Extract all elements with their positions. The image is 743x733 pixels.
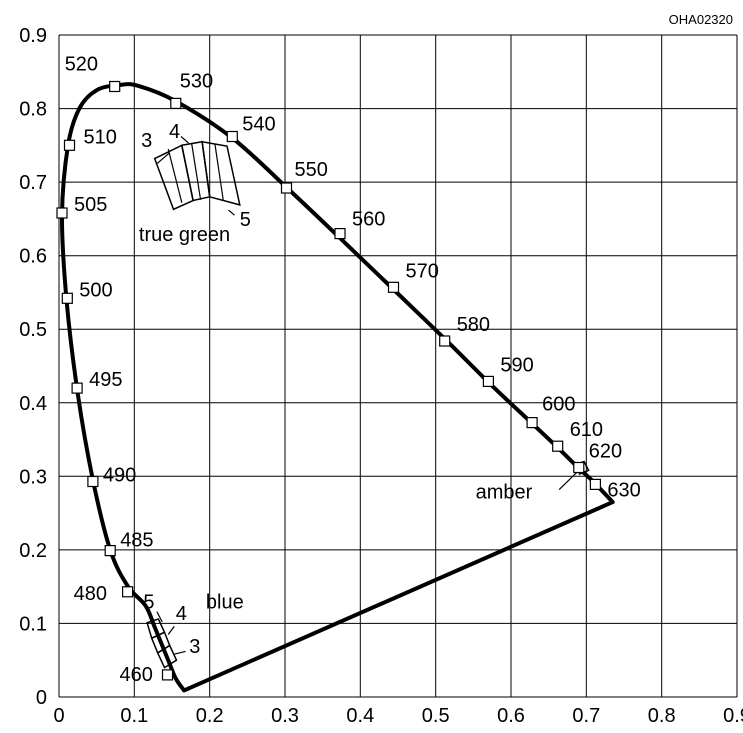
wavelength-label-550: 550 xyxy=(295,159,328,181)
leader-line-3 xyxy=(156,611,163,623)
wavelength-label-500: 500 xyxy=(79,279,112,301)
wavelength-label-520: 520 xyxy=(65,54,98,76)
wavelength-marker-500 xyxy=(61,292,73,304)
wavelength-label-495: 495 xyxy=(89,369,122,391)
y-tick-label: 0.6 xyxy=(19,246,47,268)
wavelength-label-510: 510 xyxy=(84,126,117,148)
green-bin-5 xyxy=(201,140,241,206)
x-tick-label: 0.6 xyxy=(497,705,525,727)
wavelength-marker-630 xyxy=(589,478,602,490)
leader-line-4 xyxy=(167,626,175,635)
purple-line xyxy=(182,500,615,693)
leader-line-2 xyxy=(228,209,235,216)
wavelength-marker-560 xyxy=(334,228,346,240)
grid-lines xyxy=(58,34,738,698)
wavelength-marker-610 xyxy=(552,440,564,452)
wavelength-label-460: 460 xyxy=(120,664,153,686)
wavelength-label-600: 600 xyxy=(542,394,575,416)
wavelength-label-490: 490 xyxy=(103,465,136,487)
wavelength-label-570: 570 xyxy=(406,260,439,282)
x-tick-label: 0.4 xyxy=(346,705,374,727)
true-green-label: true green xyxy=(139,224,230,246)
y-tick-label: 0.1 xyxy=(19,613,47,635)
green-bin-3-label: 3 xyxy=(141,130,152,152)
y-tick-label: 0.8 xyxy=(19,99,47,121)
wavelength-label-505: 505 xyxy=(74,194,107,216)
leader-line-6 xyxy=(558,469,580,491)
green-bin-divider-1 xyxy=(191,143,202,200)
x-tick-label: 0.1 xyxy=(120,705,148,727)
x-tick-label: 0.7 xyxy=(572,705,600,727)
x-tick-label: 0.9 xyxy=(723,705,743,727)
y-tick-label: 0 xyxy=(36,687,47,709)
wavelength-marker-530 xyxy=(170,97,182,110)
y-tick-label: 0.9 xyxy=(19,25,47,47)
x-tick-label: 0.3 xyxy=(271,705,299,727)
wavelength-marker-510 xyxy=(63,139,76,151)
x-tick-label: 0.2 xyxy=(196,705,224,727)
wavelength-label-630: 630 xyxy=(607,479,640,501)
y-tick-label: 0.7 xyxy=(19,172,47,194)
wavelength-marker-620 xyxy=(573,461,585,474)
wavelength-label-560: 560 xyxy=(352,209,385,231)
wavelength-label-485: 485 xyxy=(120,530,153,552)
amber-label: amber xyxy=(476,481,533,503)
wavelength-label-580: 580 xyxy=(457,314,490,336)
wavelength-marker-550 xyxy=(280,182,293,194)
wavelength-marker-485 xyxy=(104,544,116,557)
y-tick-label: 0.4 xyxy=(19,393,47,415)
wavelength-marker-580 xyxy=(439,335,451,347)
y-tick-label: 0.5 xyxy=(19,319,47,341)
y-tick-label: 0.2 xyxy=(19,540,47,562)
blue-label: blue xyxy=(206,592,244,614)
green-bin-divider-2 xyxy=(214,143,224,200)
wavelength-label-540: 540 xyxy=(242,114,275,136)
wavelength-marker-505 xyxy=(56,207,68,219)
wavelength-marker-520 xyxy=(109,80,121,93)
chart-labels: 0 0.1 0.2 0.3 0.4 0.5 0.6 0.7 0.8 0.9 0 0.1 0.2 0.3 0.… xyxy=(19,12,743,727)
wavelength-marker-600 xyxy=(526,417,538,429)
wavelength-marker-490 xyxy=(87,475,99,488)
wavelength-marker-540 xyxy=(226,130,238,143)
wavelength-label-590: 590 xyxy=(500,354,533,376)
wavelength-marker-460 xyxy=(161,669,174,681)
leader-line-1 xyxy=(180,136,189,144)
figure-id-code: OHA02320 xyxy=(669,12,733,27)
leader-line-0 xyxy=(156,152,171,165)
blue-bin-5 xyxy=(146,618,166,640)
blue-bin-3-label: 3 xyxy=(189,636,200,658)
wavelength-marker-570 xyxy=(387,281,400,293)
wavelength-marker-590 xyxy=(482,375,494,387)
y-tick-label: 0.3 xyxy=(19,466,47,488)
wavelength-marker-480 xyxy=(121,586,134,598)
green-bin-3 xyxy=(153,144,194,211)
x-tick-label: 0.8 xyxy=(648,705,676,727)
blue-bin-5-label: 5 xyxy=(143,592,154,614)
wavelength-label-610: 610 xyxy=(570,419,603,441)
wavelength-label-620: 620 xyxy=(589,441,622,463)
x-tick-label: 0 xyxy=(53,705,64,727)
wavelength-label-530: 530 xyxy=(180,70,213,92)
blue-bin-4-label: 4 xyxy=(176,603,187,625)
x-tick-label: 0.5 xyxy=(422,705,450,727)
green-bin-4-label: 4 xyxy=(169,121,180,143)
green-bin-5-label: 5 xyxy=(240,209,251,231)
green-bin-divider-0 xyxy=(167,148,183,203)
wavelength-marker-495 xyxy=(71,382,83,394)
leader-line-5 xyxy=(173,650,186,655)
wavelength-label-480: 480 xyxy=(74,583,107,605)
wavelength-markers xyxy=(56,80,602,681)
